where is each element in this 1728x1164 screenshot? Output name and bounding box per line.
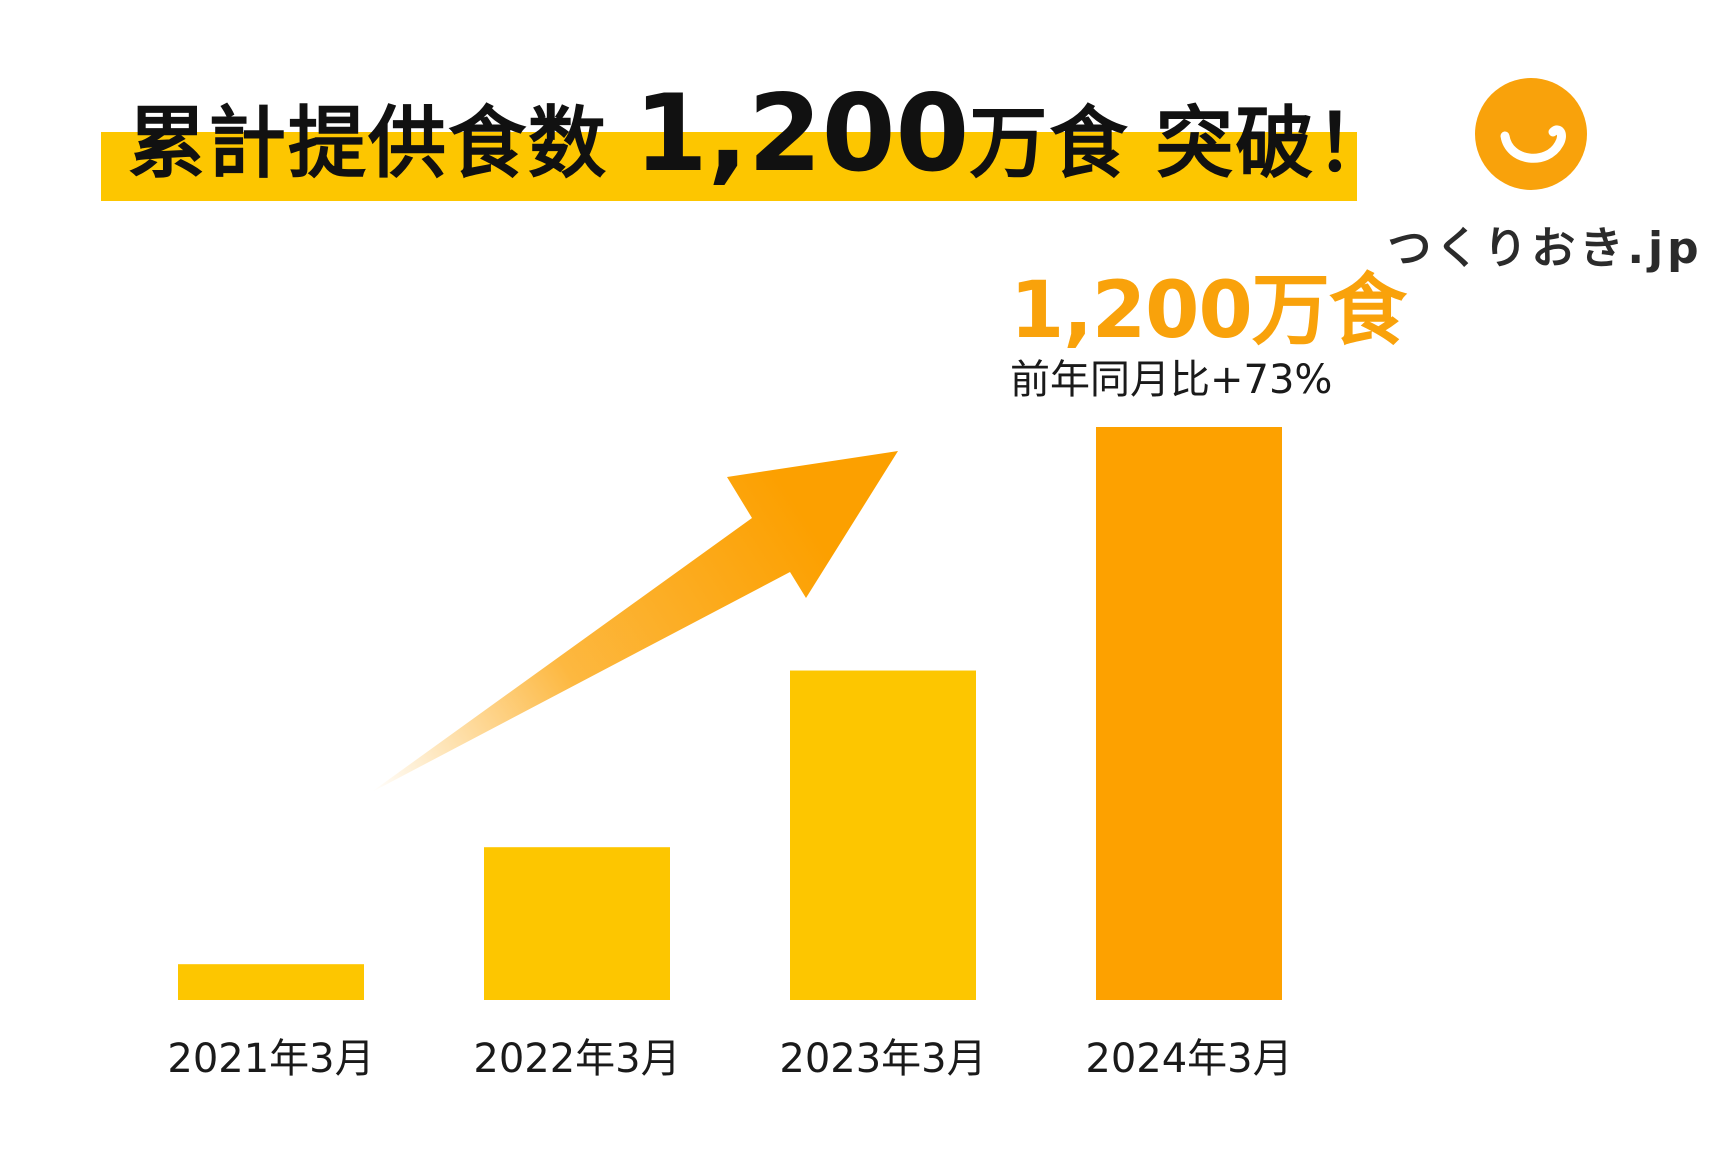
callout-yoy: 前年同月比+73% (1010, 357, 1333, 403)
headline-suffix: 突破！ (1155, 99, 1396, 189)
brand-logo: つくりおき.jp (1385, 78, 1705, 274)
bar-1 (178, 964, 364, 1000)
bar-4 (1096, 427, 1282, 1000)
bar-2 (484, 847, 670, 1000)
bars-group (178, 427, 1282, 1000)
x-tick-label: 2021年3月 (167, 1036, 374, 1082)
logo-smile (1500, 125, 1566, 163)
growth-arrow (370, 451, 898, 793)
x-tick-label: 2022年3月 (473, 1036, 680, 1082)
logo-circle (1475, 78, 1587, 190)
x-tick-label: 2023年3月 (779, 1036, 986, 1082)
callout-value: 1,200万食 (1010, 266, 1407, 356)
headline: 累計提供食数 1,200 万食 突破！ (128, 72, 1396, 195)
bar-3 (790, 670, 976, 1000)
smile-icon (1475, 78, 1587, 190)
headline-band (101, 132, 1357, 201)
tick-labels-group: 2021年3月 2022年3月 2023年3月 2024年3月 (167, 1036, 1292, 1082)
highlight-callout: 1,200万食 前年同月比+73% (1010, 266, 1407, 404)
x-tick-label: 2024年3月 (1085, 1036, 1292, 1082)
headline-unit: 万食 (969, 99, 1130, 189)
brand-name: つくりおき.jp (1387, 223, 1703, 274)
headline-number: 1,200 (634, 72, 970, 195)
headline-label: 累計提供食数 (128, 99, 609, 189)
